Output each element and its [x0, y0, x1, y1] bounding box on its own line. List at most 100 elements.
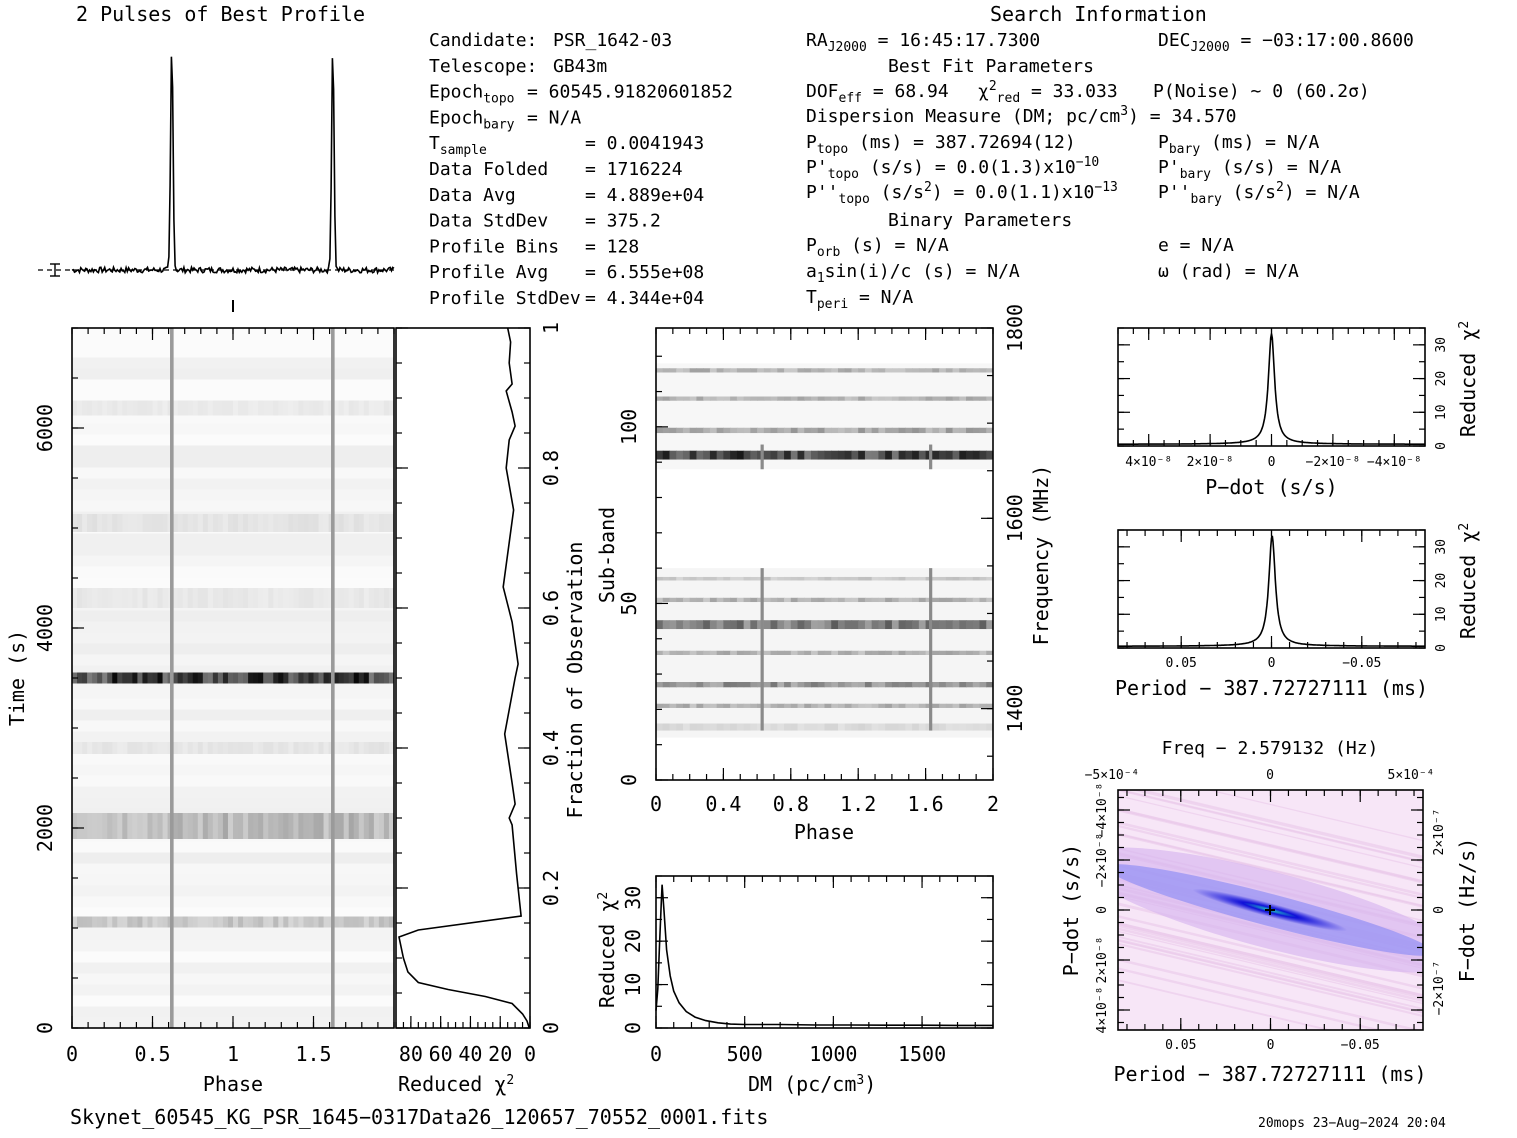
time-band-cell — [343, 916, 350, 928]
subband-row-cell — [932, 427, 940, 434]
time-band-cell — [353, 742, 360, 754]
time-band-cell — [147, 514, 154, 532]
subband-row-cell — [662, 723, 671, 731]
subband-row-cell — [918, 620, 927, 630]
subband-row-cell — [932, 597, 940, 603]
subband-row-cell — [844, 450, 853, 460]
time-row — [72, 984, 394, 996]
time-band-cell — [233, 813, 239, 839]
subband-row-cell — [952, 723, 960, 731]
ppdot-streak — [1118, 790, 1423, 863]
time-band-cell — [288, 588, 294, 608]
subband-row-cell — [790, 576, 799, 581]
timestamp: 20mops 23−Aug−2024 20:04 — [1258, 1116, 1446, 1131]
time-band-cell — [373, 813, 380, 839]
x2-tick-label: 5×10⁻⁴ — [1388, 768, 1435, 783]
label-part: 2 — [924, 180, 932, 195]
subband-row-cell — [703, 723, 711, 731]
subband-row-cell — [763, 703, 772, 708]
time-band-cell — [172, 916, 179, 928]
subband-row-cell — [972, 723, 981, 731]
time-band-cell — [82, 742, 88, 754]
subband-row-cell — [844, 650, 853, 655]
time-band-cell — [338, 400, 345, 416]
label-part: 3 — [1120, 104, 1128, 119]
label-part: ) = 0.0(1.1)x10 — [932, 182, 1095, 203]
x-tick-label: 1.2 — [840, 792, 876, 816]
time-band-cell — [192, 916, 199, 928]
time-band-cell — [97, 672, 103, 684]
time-band-cell — [263, 672, 269, 684]
subband-row-cell — [898, 597, 906, 603]
plot-frame — [1117, 529, 1426, 649]
time-band-cell — [162, 400, 169, 416]
time-band-cell — [318, 588, 325, 608]
time-band-cell — [72, 742, 78, 754]
label-part: T — [806, 287, 817, 308]
time-band-cell — [263, 742, 269, 754]
subband-row-cell — [952, 368, 960, 373]
time-band-cell — [278, 588, 284, 608]
label-part: J2000 — [1191, 40, 1230, 55]
subband-row-cell — [891, 576, 900, 581]
time-band-cell — [92, 514, 98, 532]
label-part: Dispersion Measure (DM; pc/cm — [806, 106, 1120, 127]
label-part: (s/s) = N/A — [1211, 157, 1341, 178]
time-band-cell — [253, 813, 259, 839]
time-band-cell — [212, 514, 219, 532]
subband-row-cell — [905, 368, 913, 373]
y-tick-label: 100 — [617, 409, 641, 445]
subband-row-cell — [945, 396, 954, 401]
subband-row-cell — [945, 620, 954, 630]
subband-row-cell — [932, 620, 940, 630]
time-band-cell — [238, 916, 244, 928]
subband-row-cell — [864, 427, 873, 434]
subband-row-cell — [770, 427, 778, 434]
subband-row-cell — [824, 703, 832, 708]
ppdot-streak — [1118, 833, 1423, 908]
subband-row-cell — [790, 650, 799, 655]
time-band-cell — [177, 916, 184, 928]
label-part: topo — [483, 92, 514, 107]
subband-row-cell — [837, 723, 846, 731]
time-band-cell — [343, 742, 350, 754]
subband-row-cell — [777, 723, 785, 731]
time-band-cell — [82, 588, 88, 608]
time-band-cell — [87, 588, 93, 608]
subband-row-cell — [656, 450, 664, 460]
subband-row-cell — [966, 620, 974, 630]
subband-row-cell — [959, 723, 967, 731]
time-band-cell — [177, 514, 184, 532]
subband-row-cell — [952, 396, 960, 401]
time-band-cell — [107, 588, 113, 608]
subband-row-cell — [689, 703, 698, 708]
time-band-cell — [268, 588, 274, 608]
subband-row-cell — [878, 703, 886, 708]
time-band-cell — [338, 813, 345, 839]
time-band-cell — [207, 514, 214, 532]
subband-row-cell — [797, 396, 805, 401]
label-part: red — [997, 91, 1020, 106]
subband-row-cell — [804, 368, 812, 373]
subband-row-cell — [871, 723, 880, 731]
subband-row-cell — [696, 650, 704, 655]
subband-row-cell — [696, 597, 704, 603]
chi2-curve — [1118, 535, 1425, 647]
time-band-cell — [383, 742, 390, 754]
subband-row-cell — [676, 650, 684, 655]
time-band-cell — [72, 813, 78, 839]
subband-row-cell — [939, 396, 947, 401]
subband-row-cell — [656, 576, 664, 581]
ppdot-streak — [1118, 915, 1423, 990]
time-row — [72, 863, 394, 875]
time-band-cell — [353, 813, 360, 839]
time-band-cell — [238, 400, 244, 416]
subband-row-cell — [851, 723, 859, 731]
subband-row-cell — [966, 703, 974, 708]
time-band-cell — [353, 400, 360, 416]
time-band-cell — [388, 813, 394, 839]
time-band-cell — [157, 400, 164, 416]
subband-row-cell — [878, 620, 886, 630]
subband-row-cell — [837, 682, 846, 688]
time-band-cell — [363, 742, 370, 754]
